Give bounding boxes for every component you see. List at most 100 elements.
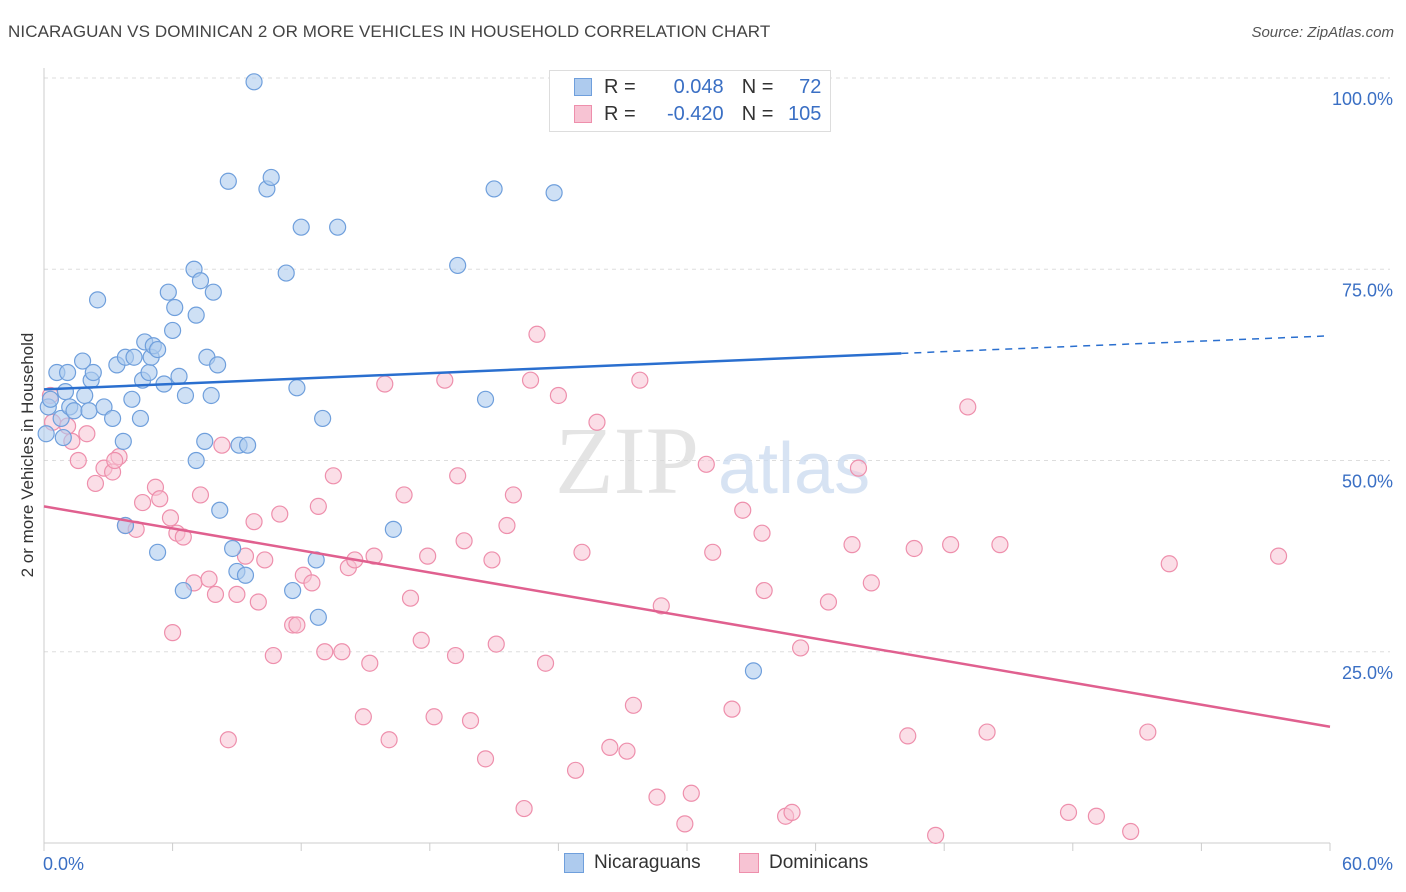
- y-tick-label: 50.0%: [1342, 472, 1393, 492]
- data-point-nicaraguan: [292, 218, 310, 236]
- data-point-dominican: [219, 731, 237, 749]
- data-point-dominican: [303, 574, 321, 592]
- dominicans-points: [41, 325, 1288, 844]
- data-point-nicaraguan: [166, 298, 184, 317]
- data-point-nicaraguan: [744, 662, 763, 680]
- data-point-nicaraguan: [314, 409, 332, 428]
- y-tick-label: 25.0%: [1342, 663, 1393, 683]
- data-point-dominican: [791, 639, 810, 657]
- watermark-zip: ZIP: [555, 407, 699, 514]
- data-point-nicaraguan: [114, 432, 132, 450]
- data-point-dominican: [200, 570, 218, 588]
- data-point-dominican: [515, 799, 533, 818]
- data-point-dominican: [819, 593, 838, 611]
- data-point-dominican: [942, 536, 960, 554]
- legend: R = 0.048 N = 72 R = -0.420 N = 105: [549, 70, 831, 132]
- legend-row-dominicans: R = -0.420 N = 105: [574, 101, 821, 127]
- data-point-nicaraguan: [209, 356, 227, 374]
- data-point-dominican: [324, 467, 342, 485]
- data-point-dominican: [624, 696, 643, 714]
- trend-lines: [43, 335, 1331, 728]
- data-point-dominican: [449, 467, 467, 485]
- data-point-dominican: [455, 532, 473, 550]
- data-point-nicaraguan: [164, 321, 182, 340]
- data-point-nicaraguan: [103, 409, 122, 428]
- data-point-dominican: [483, 551, 501, 569]
- data-point-nicaraguan: [224, 539, 242, 558]
- legend-r-value: -0.420: [666, 102, 724, 125]
- data-point-dominican: [271, 505, 289, 523]
- data-point-nicaraguan: [174, 581, 192, 600]
- watermark: ZIP atlas: [555, 407, 870, 514]
- legend-r-label: R =: [604, 75, 636, 98]
- data-point-dominican: [528, 325, 546, 343]
- data-point-dominican: [191, 486, 210, 504]
- nicaraguans-points: [37, 73, 763, 680]
- data-point-dominican: [905, 539, 923, 558]
- series-legend-label: Nicaraguans: [594, 852, 701, 873]
- series-legend-dominicans[interactable]: Dominicans: [739, 852, 868, 874]
- data-point-dominican: [498, 516, 516, 535]
- data-point-nicaraguan: [131, 409, 150, 428]
- gridlines: [44, 77, 1390, 653]
- source-label: Source: ZipAtlas.com: [1251, 24, 1394, 41]
- data-point-nicaraguan: [202, 386, 220, 405]
- x-tick-label: 60.0%: [1342, 854, 1393, 874]
- data-point-dominican: [245, 513, 263, 531]
- data-point-dominican: [723, 700, 741, 718]
- data-point-dominican: [288, 616, 306, 634]
- data-point-dominican: [249, 593, 267, 611]
- data-point-dominican: [436, 371, 454, 389]
- data-point-nicaraguan: [196, 432, 214, 450]
- data-point-nicaraguan: [123, 390, 141, 408]
- tick-labels: 25.0% 50.0% 75.0% 100.0% 0.0% 60.0%: [43, 89, 1393, 874]
- data-point-nicaraguan: [170, 367, 188, 385]
- data-point-dominican: [755, 581, 773, 600]
- data-point-nicaraguan: [545, 184, 563, 202]
- data-point-dominican: [991, 536, 1009, 554]
- trend-line-dominicans: [43, 505, 1331, 728]
- data-point-nicaraguan: [76, 386, 94, 405]
- watermark-atlas: atlas: [718, 429, 870, 509]
- data-point-dominican: [618, 742, 636, 760]
- data-point-nicaraguan: [140, 363, 158, 382]
- data-point-dominican: [504, 486, 522, 504]
- data-point-nicaraguan: [52, 409, 70, 428]
- data-point-nicaraguan: [211, 501, 229, 519]
- legend-n-label: N =: [741, 75, 774, 98]
- data-point-dominican: [862, 574, 880, 592]
- data-point-dominican: [487, 635, 505, 653]
- data-point-nicaraguan: [288, 379, 306, 397]
- legend-swatch-blue: [574, 78, 592, 96]
- data-point-nicaraguan: [204, 283, 222, 301]
- y-tick-label: 100.0%: [1332, 89, 1393, 109]
- data-point-dominican: [412, 631, 430, 649]
- data-point-nicaraguan: [329, 218, 347, 236]
- data-point-dominican: [783, 803, 801, 822]
- data-point-dominican: [566, 761, 585, 779]
- data-point-dominican: [899, 727, 917, 745]
- data-point-dominican: [476, 750, 495, 768]
- data-point-dominican: [849, 459, 868, 477]
- data-point-dominican: [256, 551, 274, 569]
- data-point-nicaraguan: [485, 180, 503, 198]
- data-point-dominican: [264, 646, 282, 665]
- data-point-nicaraguan: [65, 402, 83, 420]
- data-point-dominican: [161, 509, 180, 527]
- axes: [43, 68, 1331, 851]
- trend-line-nicaraguans-projection: [901, 335, 1331, 355]
- data-point-dominican: [601, 738, 619, 756]
- legend-r-value: 0.048: [673, 75, 724, 98]
- data-point-dominican: [573, 543, 591, 561]
- data-point-nicaraguan: [277, 264, 295, 282]
- series-legend-nicaraguans[interactable]: Nicaraguans: [564, 852, 701, 874]
- data-point-dominican: [1139, 723, 1157, 741]
- y-axis-label: 2 or more Vehicles in Household: [18, 332, 37, 578]
- data-point-dominican: [354, 708, 372, 726]
- data-point-dominican: [213, 436, 231, 454]
- data-point-dominican: [151, 490, 169, 508]
- data-point-nicaraguan: [187, 451, 205, 470]
- data-point-nicaraguan: [236, 566, 255, 584]
- data-point-nicaraguan: [54, 428, 72, 447]
